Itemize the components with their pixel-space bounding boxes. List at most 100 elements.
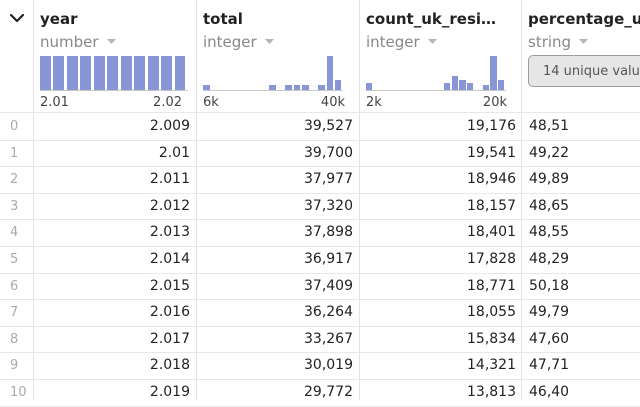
- row-index[interactable]: 4: [10, 225, 19, 241]
- range-max: 2.02: [153, 95, 182, 110]
- cell-count-uk-residents[interactable]: 19,541: [467, 144, 516, 161]
- row-index[interactable]: 6: [10, 278, 19, 294]
- cell-total[interactable]: 36,917: [304, 251, 353, 267]
- cell-total[interactable]: 39,700: [304, 144, 353, 161]
- cell-year[interactable]: 2.016: [149, 304, 190, 321]
- row-index[interactable]: 2: [10, 172, 19, 188]
- cell-year[interactable]: 2.017: [149, 330, 190, 347]
- column-divider: [196, 0, 197, 400]
- caret-down-icon: [427, 31, 437, 49]
- cell-total[interactable]: 37,977: [304, 171, 353, 188]
- row-divider: [0, 166, 640, 168]
- table-row[interactable]: 4 2.013 37,898 18,401 48,55: [0, 219, 640, 246]
- table-row[interactable]: 6 2.015 37,409 18,771 50,18: [0, 273, 640, 300]
- cell-count-uk-residents[interactable]: 18,055: [467, 304, 516, 321]
- table-row[interactable]: 3 2.012 37,320 18,157 48,65: [0, 193, 640, 220]
- row-index[interactable]: 0: [10, 119, 19, 134]
- cell-total[interactable]: 37,898: [304, 224, 353, 241]
- column-type-select[interactable]: string: [528, 31, 589, 51]
- cell-total[interactable]: 30,019: [304, 357, 353, 374]
- cell-year[interactable]: 2.013: [149, 224, 190, 241]
- row-index[interactable]: 3: [10, 198, 19, 214]
- column-histogram: [366, 54, 506, 91]
- table-row[interactable]: 5 2.014 36,917 17,828 48,29: [0, 246, 640, 273]
- column-histogram: [203, 54, 343, 91]
- row-index[interactable]: 9: [10, 358, 19, 374]
- table-row[interactable]: 2 2.011 37,977 18,946 49,89: [0, 166, 640, 193]
- cell-percentage-uk[interactable]: 50,18: [529, 277, 570, 294]
- column-type-label: number: [40, 33, 99, 51]
- cell-year[interactable]: 2.015: [149, 277, 190, 294]
- chevron-down-icon[interactable]: [8, 9, 26, 27]
- range-min: 2k: [366, 95, 382, 110]
- cell-percentage-uk[interactable]: 47,60: [529, 330, 570, 347]
- table-row[interactable]: 7 2.016 36,264 18,055 49,79: [0, 299, 640, 326]
- cell-count-uk-residents[interactable]: 18,157: [467, 197, 516, 214]
- cell-total[interactable]: 37,409: [304, 277, 353, 294]
- table-row[interactable]: 10 2.019 29,772 13,813 46,40: [0, 379, 640, 406]
- table-row[interactable]: 1 2.01 39,700 19,541 49,22: [0, 140, 640, 167]
- cell-percentage-uk[interactable]: 49,79: [529, 304, 570, 321]
- cell-year[interactable]: 2.012: [149, 197, 190, 214]
- cell-total[interactable]: 39,527: [304, 118, 353, 134]
- cell-count-uk-residents[interactable]: 18,771: [467, 277, 516, 294]
- cell-percentage-uk[interactable]: 48,51: [529, 118, 570, 134]
- cell-year[interactable]: 2.018: [149, 357, 190, 374]
- cell-year[interactable]: 2.019: [149, 384, 190, 400]
- caret-down-icon: [106, 31, 116, 49]
- column-header-year[interactable]: year number 2.01 2.02: [34, 0, 196, 112]
- column-type-label: integer: [366, 33, 420, 51]
- cell-year[interactable]: 2.01: [158, 144, 190, 161]
- row-divider: [0, 139, 640, 141]
- column-header-total[interactable]: total integer 6k 40k: [197, 0, 359, 112]
- column-divider: [33, 0, 34, 400]
- histogram-bar: [161, 56, 173, 90]
- column-type-select[interactable]: number: [40, 31, 116, 51]
- table-row[interactable]: 0 2.009 39,527 19,176 48,51: [0, 113, 640, 140]
- row-index[interactable]: 8: [10, 331, 19, 347]
- header-divider: [0, 112, 640, 113]
- histogram-bar: [66, 56, 78, 90]
- histogram-bar: [326, 56, 334, 90]
- column-name: year: [40, 10, 78, 28]
- range-min: 6k: [203, 95, 219, 110]
- cell-count-uk-residents[interactable]: 18,946: [467, 171, 516, 188]
- cell-year[interactable]: 2.009: [149, 118, 190, 134]
- cell-total[interactable]: 37,320: [304, 197, 353, 214]
- row-index[interactable]: 5: [10, 252, 19, 267]
- cell-count-uk-residents[interactable]: 18,401: [467, 224, 516, 241]
- column-header-percentage-uk[interactable]: percentage_u… string: [522, 0, 640, 112]
- histogram-bar: [490, 56, 497, 90]
- cell-total[interactable]: 29,772: [304, 384, 353, 400]
- cell-count-uk-residents[interactable]: 14,321: [467, 357, 516, 374]
- table-row[interactable]: 8 2.017 33,267 15,834 47,60: [0, 326, 640, 353]
- row-index[interactable]: 7: [10, 305, 19, 321]
- cell-count-uk-residents[interactable]: 17,828: [467, 251, 516, 267]
- histogram-bar: [93, 56, 105, 90]
- histogram-bar: [174, 56, 186, 90]
- histogram-bar: [285, 84, 293, 90]
- unique-values-button[interactable]: 14 unique values: [528, 55, 640, 87]
- cell-percentage-uk[interactable]: 46,40: [529, 384, 570, 400]
- column-type-select[interactable]: integer: [203, 31, 274, 51]
- column-header-count-uk-residents[interactable]: count_uk_resi… integer 2k 20k: [360, 0, 521, 112]
- cell-year[interactable]: 2.014: [149, 251, 190, 267]
- cell-percentage-uk[interactable]: 49,22: [529, 144, 570, 161]
- cell-percentage-uk[interactable]: 49,89: [529, 171, 570, 188]
- row-index[interactable]: 10: [10, 385, 27, 400]
- cell-count-uk-residents[interactable]: 13,813: [467, 384, 516, 400]
- cell-percentage-uk[interactable]: 47,71: [529, 357, 570, 374]
- table-row[interactable]: 9 2.018 30,019 14,321 47,71: [0, 352, 640, 379]
- cell-count-uk-residents[interactable]: 19,176: [467, 118, 516, 134]
- column-type-select[interactable]: integer: [366, 31, 437, 51]
- cell-percentage-uk[interactable]: 48,29: [529, 251, 570, 267]
- cell-total[interactable]: 33,267: [304, 330, 353, 347]
- cell-year[interactable]: 2.011: [149, 171, 190, 188]
- cell-percentage-uk[interactable]: 48,55: [529, 224, 570, 241]
- cell-count-uk-residents[interactable]: 15,834: [467, 330, 516, 347]
- cell-percentage-uk[interactable]: 48,65: [529, 197, 570, 214]
- cell-total[interactable]: 36,264: [304, 304, 353, 321]
- histogram-bar: [482, 84, 489, 90]
- row-divider: [0, 246, 640, 247]
- row-index[interactable]: 1: [10, 145, 19, 161]
